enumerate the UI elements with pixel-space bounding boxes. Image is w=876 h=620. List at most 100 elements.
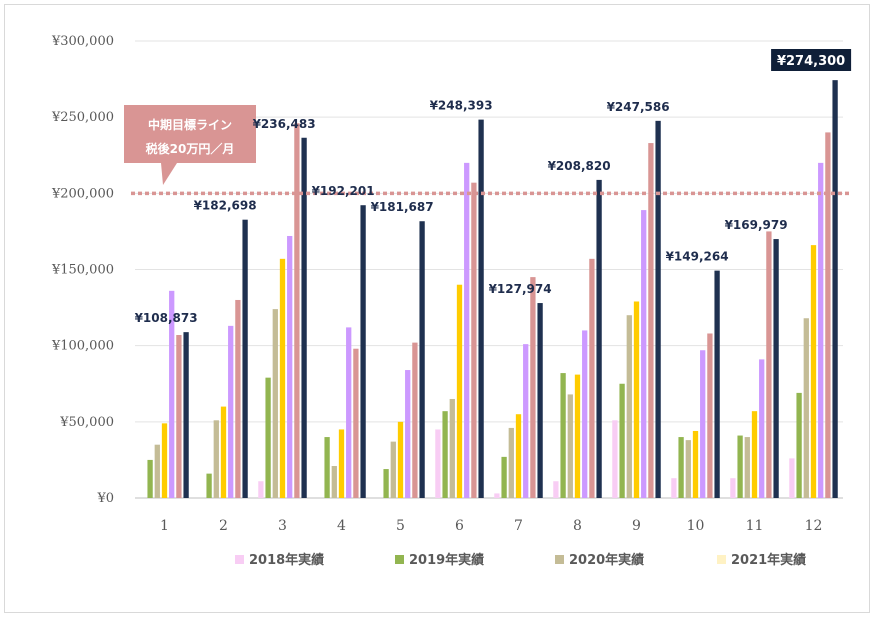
y-axis-ticks: ¥0 ¥50,000 ¥100,000 ¥150,000 ¥200,000 ¥250,00… xyxy=(51,34,114,506)
bar xyxy=(810,245,817,498)
bar xyxy=(648,143,654,498)
bar xyxy=(213,420,219,498)
bar xyxy=(567,394,573,498)
callout-bubble xyxy=(124,105,256,185)
bar xyxy=(279,258,286,498)
legend-label: 2018年実績 xyxy=(249,552,324,568)
y-tick-label: ¥100,000 xyxy=(51,339,114,354)
bar xyxy=(435,429,441,498)
bar xyxy=(471,182,477,499)
bar xyxy=(176,335,182,498)
legend-swatch xyxy=(555,555,564,564)
callout-line-2: 税後20万円／月 xyxy=(146,141,235,156)
bar xyxy=(671,478,677,498)
bar xyxy=(633,301,640,498)
bar xyxy=(803,318,809,498)
bar xyxy=(464,162,470,498)
legend-swatch xyxy=(235,555,244,564)
data-label: ¥236,483 xyxy=(253,117,316,131)
callout-line-1: 中期目標ライン xyxy=(148,117,232,132)
legend: 2018年実績 2019年実績 2020年実績 2021年実績 xyxy=(235,552,806,568)
data-label: ¥149,264 xyxy=(666,250,729,264)
bar xyxy=(832,80,838,499)
data-label: ¥208,820 xyxy=(548,159,611,173)
data-label: ¥274,300 xyxy=(777,54,845,69)
bar xyxy=(751,411,758,498)
bar xyxy=(287,235,293,498)
bar xyxy=(183,332,189,498)
y-tick-label: ¥250,000 xyxy=(51,110,114,125)
bar xyxy=(397,421,404,498)
bar xyxy=(390,441,396,498)
bar xyxy=(737,435,743,498)
data-label: ¥108,873 xyxy=(135,311,198,325)
bar xyxy=(641,210,647,498)
bar xyxy=(501,456,507,498)
bar xyxy=(338,429,345,498)
bar xyxy=(773,239,779,499)
bar xyxy=(714,270,720,498)
x-tick-label: 3 xyxy=(278,518,287,534)
x-tick-label: 12 xyxy=(805,518,823,534)
bar xyxy=(596,179,602,499)
bar xyxy=(442,411,448,498)
bar xyxy=(494,493,500,498)
bar xyxy=(707,333,713,498)
bar xyxy=(272,309,278,498)
bar xyxy=(560,373,566,498)
bar xyxy=(537,303,543,498)
bar xyxy=(324,437,330,498)
bar xyxy=(294,123,300,498)
bar xyxy=(456,284,463,498)
x-tick-label: 10 xyxy=(687,518,705,534)
data-labels-layer: ¥108,873 ¥182,698 ¥236,483 ¥192,201 ¥181,687… xyxy=(135,49,852,325)
bar xyxy=(405,370,411,498)
bar xyxy=(626,315,632,498)
bar xyxy=(582,330,588,498)
x-tick-label: 4 xyxy=(337,518,346,534)
data-label: ¥247,586 xyxy=(607,100,670,114)
bar xyxy=(825,132,831,498)
legend-swatch xyxy=(717,555,726,564)
x-tick-label: 2 xyxy=(219,518,228,534)
bar xyxy=(685,440,691,498)
legend-label: 2019年実績 xyxy=(409,552,484,568)
bar xyxy=(700,350,706,498)
bar xyxy=(360,205,366,498)
bar xyxy=(655,120,661,498)
bars-layer xyxy=(147,80,838,499)
bar xyxy=(206,473,212,498)
data-label: ¥182,698 xyxy=(194,199,257,213)
data-label: ¥248,393 xyxy=(430,99,493,113)
legend-label: 2020年実績 xyxy=(569,552,644,568)
bar xyxy=(612,420,618,498)
bar xyxy=(508,427,514,498)
bar xyxy=(818,162,824,498)
bar xyxy=(154,444,160,498)
y-tick-label: ¥300,000 xyxy=(51,34,114,49)
bar xyxy=(730,478,736,498)
data-label: ¥181,687 xyxy=(371,200,434,214)
x-axis-ticks: 1 2 3 4 5 6 7 8 9 10 11 12 xyxy=(160,518,822,534)
bar xyxy=(228,325,234,498)
data-label: ¥169,979 xyxy=(725,218,788,232)
x-tick-label: 1 xyxy=(160,518,169,534)
bar xyxy=(412,342,418,498)
bar xyxy=(331,466,337,498)
data-label-box xyxy=(771,49,852,71)
bar xyxy=(419,221,425,498)
x-tick-label: 8 xyxy=(573,518,582,534)
bar xyxy=(147,459,153,498)
bar xyxy=(692,430,699,498)
legend-swatch xyxy=(395,555,404,564)
bar xyxy=(574,374,581,498)
bar xyxy=(161,423,168,498)
bar xyxy=(169,290,175,498)
bar xyxy=(265,377,271,498)
bar xyxy=(766,231,772,498)
bar xyxy=(523,344,529,498)
bar xyxy=(796,392,802,498)
data-label: ¥127,974 xyxy=(489,282,552,296)
x-tick-label: 6 xyxy=(455,518,464,534)
